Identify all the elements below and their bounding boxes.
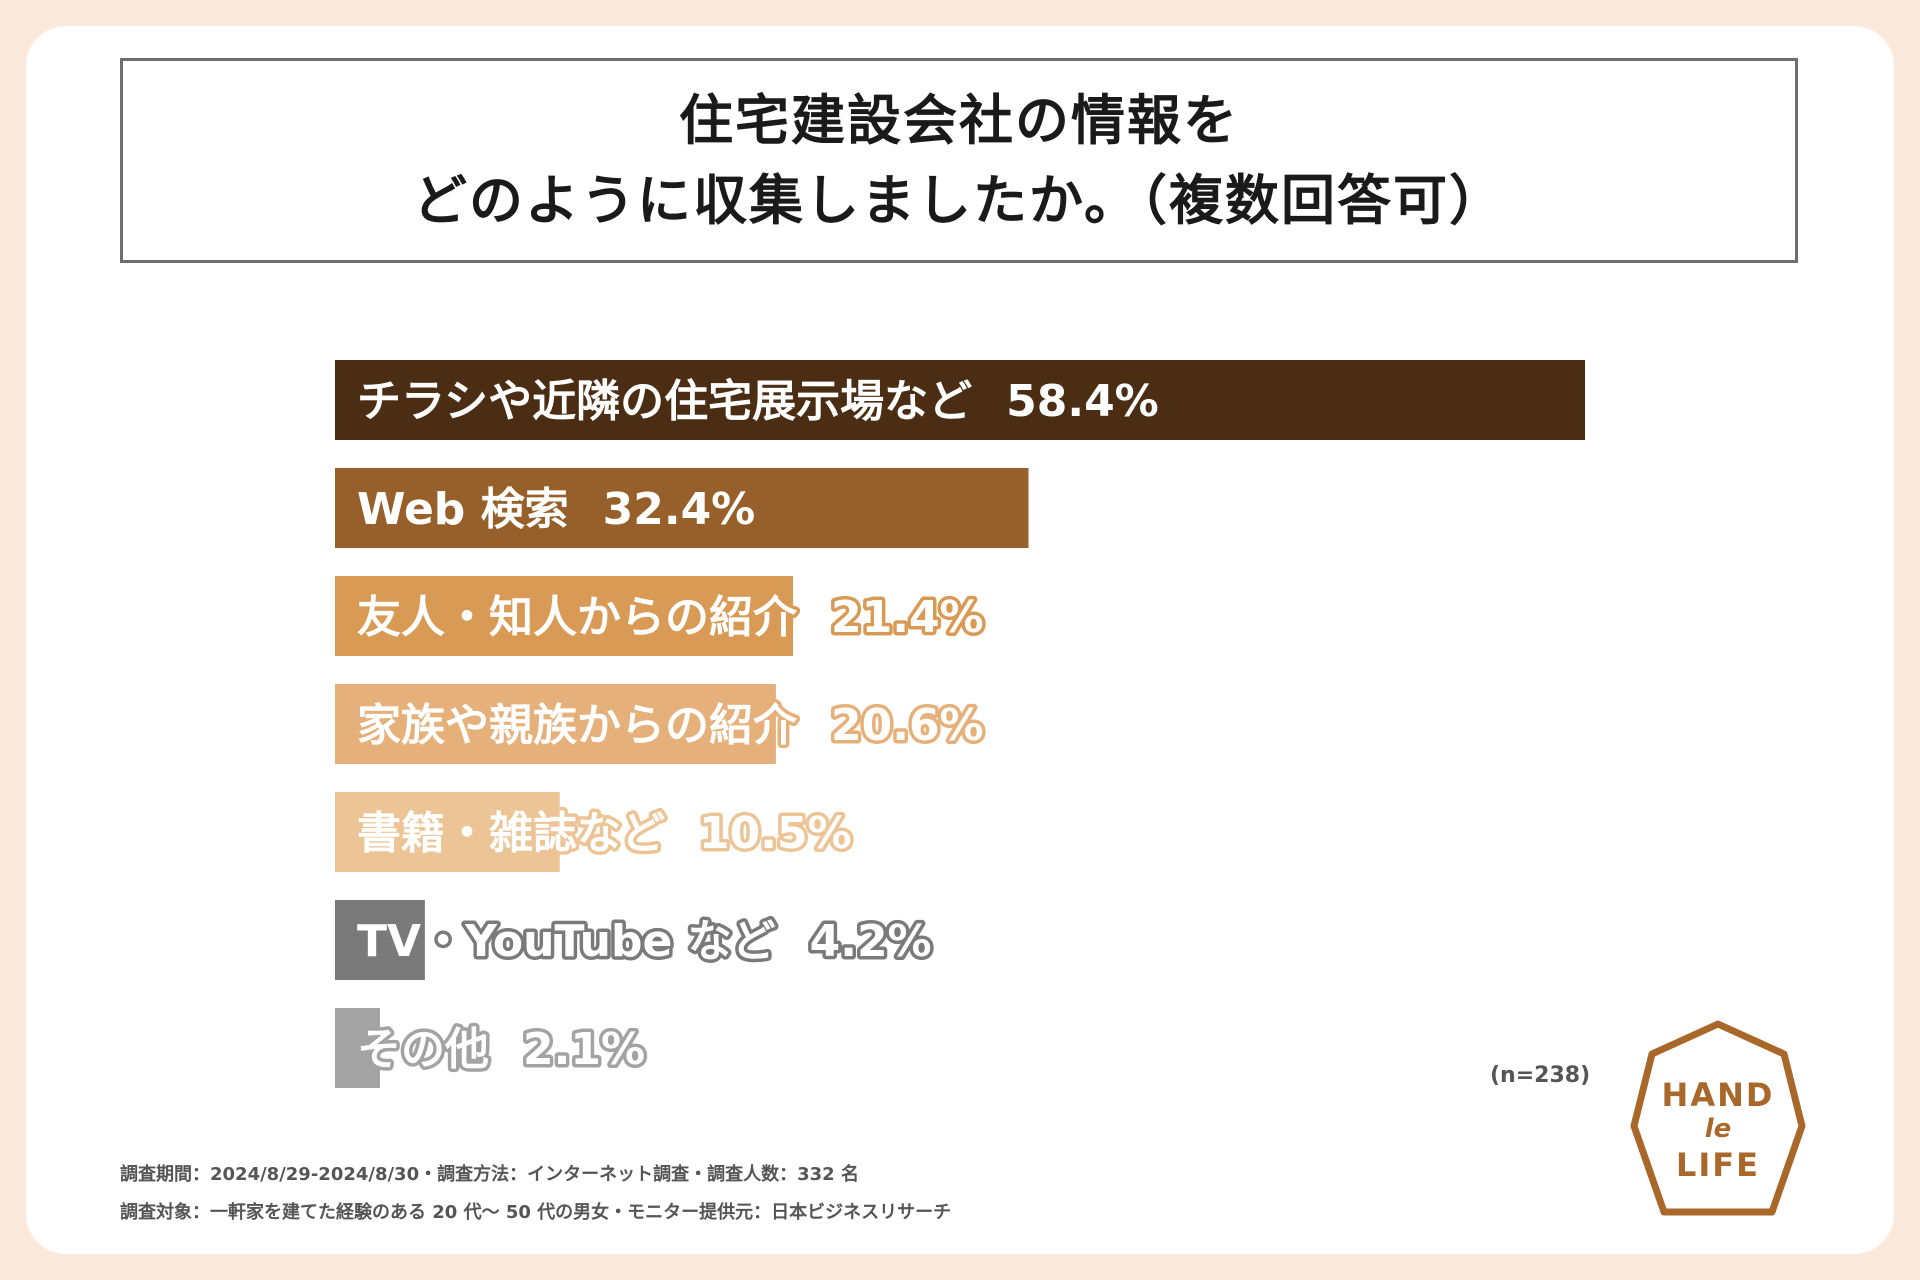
value-label-4: 10.5% <box>699 808 852 859</box>
handle-life-logo: HAND le LIFE <box>1624 1016 1812 1224</box>
value-label-5: 4.2% <box>810 916 932 967</box>
logo-hexagon-icon <box>1630 1020 1806 1216</box>
category-label-1: Web 検索 <box>357 484 569 535</box>
bar-5 <box>335 900 425 980</box>
bar-label-6: その他 2.1% <box>357 1024 645 1075</box>
survey-info-line-2: 調査対象：一軒家を建てた経験のある 20 代～ 50 代の男女・モニター提供元：… <box>120 1202 952 1223</box>
survey-info-line-1: 調査期間：2024/8/29-2024/8/30・調査方法：インターネット調査・… <box>120 1164 859 1185</box>
bar-3 <box>335 684 776 764</box>
bar-1 <box>335 468 1029 548</box>
logo-word-life: LIFE <box>1675 1146 1760 1184</box>
value-label-0: 58.4% <box>1006 376 1159 427</box>
bar-2 <box>335 576 794 656</box>
value-label-2: 21.4% <box>831 592 984 643</box>
bar-label-1: Web 検索 32.4% <box>357 484 755 535</box>
logo-word-hand: HAND <box>1661 1076 1775 1114</box>
value-label-1: 32.4% <box>603 484 756 535</box>
category-label-0: チラシや近隣の住宅展示場など <box>357 376 972 427</box>
category-label-4: 書籍・雑誌など <box>357 808 665 859</box>
bar-4 <box>335 792 560 872</box>
bar-label-5: TV・YouTube など 4.2% <box>357 916 932 967</box>
chart-title-line-2: どのように収集しましたか。（複数回答可） <box>413 168 1505 232</box>
bar-label-3: 家族や親族からの紹介 20.6% <box>357 700 984 751</box>
bar-label-0: チラシや近隣の住宅展示場など 58.4% <box>357 376 1159 427</box>
chart-title-line-1: 住宅建設会社の情報を <box>679 88 1239 152</box>
bar-0 <box>335 360 1585 440</box>
logo-word-le: le <box>1704 1114 1732 1144</box>
value-label-6: 2.1% <box>523 1024 645 1075</box>
category-label-5: TV・YouTube など <box>357 916 776 967</box>
bar-6 <box>335 1008 380 1088</box>
category-label-3: 家族や親族からの紹介 <box>357 700 798 751</box>
bar-label-4: 書籍・雑誌など 10.5% <box>357 808 852 859</box>
category-label-6: その他 <box>357 1024 489 1075</box>
bar-label-2: 友人・知人からの紹介 21.4% <box>357 592 984 643</box>
sample-size-note: (n=238) <box>1490 1063 1591 1088</box>
value-label-3: 20.6% <box>831 700 984 751</box>
category-label-2: 友人・知人からの紹介 <box>357 592 798 643</box>
title-box: 住宅建設会社の情報を どのように収集しましたか。（複数回答可） <box>120 58 1798 263</box>
